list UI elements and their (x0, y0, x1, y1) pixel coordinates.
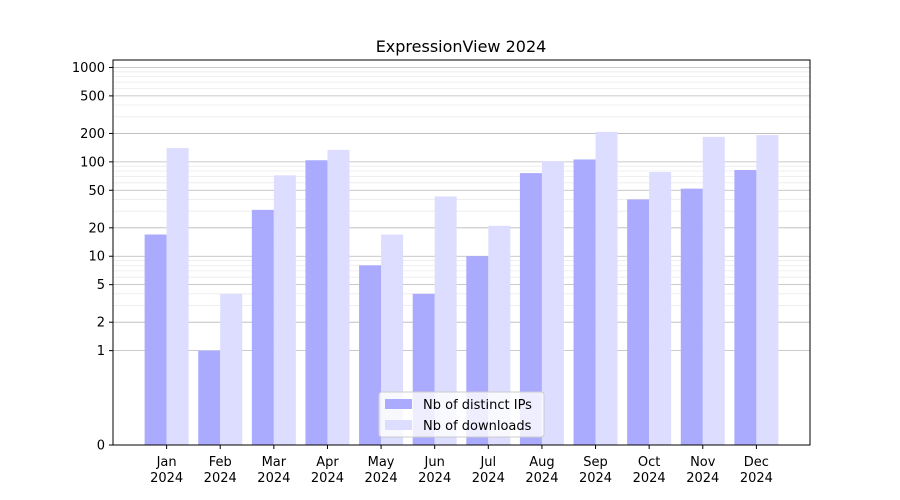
x-tick-label-month: Mar (262, 455, 287, 470)
bar-distinct-ips-feb (198, 350, 221, 445)
legend-box (378, 391, 545, 438)
bar-distinct-ips-mar (251, 209, 274, 445)
x-tick-label-month: May (368, 455, 395, 470)
y-tick-label: 2 (97, 316, 105, 331)
x-tick-label-year: 2024 (257, 471, 290, 486)
bar-downloads-jun (434, 196, 457, 445)
bar-downloads-feb (220, 293, 243, 445)
bar-distinct-ips-jan (144, 234, 167, 445)
legend-label: Nb of distinct IPs (423, 398, 532, 413)
plot-frame (112, 59, 811, 446)
x-tick-label-year: 2024 (472, 471, 505, 486)
y-tick-label: 0 (97, 439, 105, 454)
bar-distinct-ips-may (359, 265, 382, 445)
y-tick-label: 50 (88, 184, 105, 199)
y-tick-label: 1000 (72, 61, 105, 76)
legend: Nb of distinct IPs Nb of downloads (378, 391, 545, 438)
x-tick-label-month: Apr (316, 455, 339, 470)
legend-swatch (385, 399, 412, 409)
y-tick-label: 1 (97, 344, 105, 359)
chart-title: ExpressionView 2024 (376, 37, 547, 56)
y-tick-label: 200 (80, 127, 105, 142)
x-tick-label-month: Dec (744, 455, 769, 470)
y-tick-label: 5 (97, 278, 105, 293)
bar-distinct-ips-aug (519, 173, 542, 446)
bar-downloads-nov (702, 136, 725, 445)
bar-downloads-apr (327, 149, 350, 445)
bar-downloads-jul (488, 225, 511, 445)
x-tick-label-year: 2024 (150, 471, 183, 486)
y-tick-label: 500 (80, 89, 105, 104)
x-tick-label-year: 2024 (686, 471, 719, 486)
x-tick-label-month: Sep (583, 455, 608, 470)
x-tick-label-year: 2024 (740, 471, 773, 486)
x-tick-label-year: 2024 (525, 471, 558, 486)
y-tick-label: 20 (88, 221, 105, 236)
bar-downloads-aug (541, 161, 564, 445)
x-tick-label-year: 2024 (365, 471, 398, 486)
x-tick-label-month: Aug (529, 455, 554, 470)
bar-distinct-ips-dec (734, 169, 757, 446)
x-tick-label-month: Jan (156, 455, 177, 470)
bar-downloads-dec (756, 135, 779, 445)
bar-downloads-sep (595, 131, 618, 446)
x-tick-label-year: 2024 (579, 471, 612, 486)
bar-downloads-mar (273, 175, 296, 446)
axes: 01251020501002005001000Jan2024Feb2024Mar… (72, 59, 811, 486)
bar-distinct-ips-apr (305, 160, 328, 445)
legend-swatch (385, 420, 412, 430)
x-tick-label-month: Nov (690, 455, 716, 470)
x-tick-label-month: Feb (209, 455, 232, 470)
bar-downloads-jan (166, 148, 189, 445)
x-tick-label-month: Oct (638, 455, 660, 470)
bar-distinct-ips-sep (573, 159, 596, 445)
x-tick-label-year: 2024 (633, 471, 666, 486)
x-tick-label-year: 2024 (418, 471, 451, 486)
y-tick-label: 10 (88, 250, 105, 265)
x-tick-label-month: Jul (479, 455, 496, 470)
x-tick-label-year: 2024 (204, 471, 237, 486)
bar-downloads-oct (649, 172, 672, 445)
x-tick-label-year: 2024 (311, 471, 344, 486)
bar-distinct-ips-nov (680, 188, 703, 445)
bar-distinct-ips-oct (627, 199, 650, 445)
legend-label: Nb of downloads (423, 419, 532, 434)
x-tick-label-month: Jun (424, 455, 445, 470)
y-tick-label: 100 (80, 155, 105, 170)
